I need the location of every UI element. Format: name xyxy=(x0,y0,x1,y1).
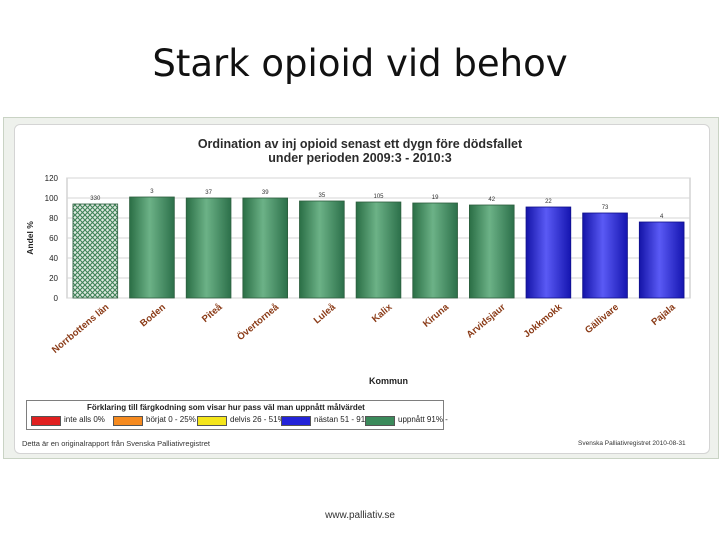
bar xyxy=(469,204,515,299)
bar-chart: 0 20 40 60 80 100 120 Andel % Kommun 330 Norrbotte… xyxy=(25,174,691,386)
bar-count-label: 330 xyxy=(90,196,101,202)
y-axis-label: Andel % xyxy=(25,221,35,255)
legend-label: nästan 51 - 91% xyxy=(314,415,373,424)
report-date-note: Svenska Palliativregistret 2010-08-31 xyxy=(578,440,686,447)
legend-title: Förklaring till färgkodning som visar hu… xyxy=(87,403,365,412)
bar-count-label: 42 xyxy=(488,197,495,203)
y-tick-label: 60 xyxy=(49,234,58,243)
x-tick-label: Jokkmokk xyxy=(522,301,565,340)
x-tick-label: Gällivare xyxy=(583,302,621,336)
bar xyxy=(185,197,232,299)
bar xyxy=(299,200,345,299)
bar xyxy=(412,202,458,299)
legend-swatch-yellow xyxy=(197,416,227,426)
x-tick-label: Pajala xyxy=(649,301,678,328)
legend-swatch-orange xyxy=(113,416,143,426)
bar xyxy=(242,197,288,299)
bar-count-label: 39 xyxy=(262,190,269,196)
bar xyxy=(129,196,175,299)
bar-count-label: 37 xyxy=(205,190,212,196)
legend-swatch-blue xyxy=(281,416,311,426)
bar-count-label: 4 xyxy=(660,214,664,220)
legend-swatch-red xyxy=(31,416,61,426)
x-axis-label: Kommun xyxy=(369,376,408,386)
x-tick-label: Kiruna xyxy=(421,301,452,329)
bar xyxy=(525,206,572,299)
x-tick-label: Arvidsjaur xyxy=(465,302,508,341)
y-tick-label: 40 xyxy=(49,254,58,263)
legend-swatch-green xyxy=(365,416,395,426)
legend-label: delvis 26 - 51% xyxy=(230,415,285,424)
x-tick-label: Norrbottens län xyxy=(50,302,111,356)
y-tick-label: 20 xyxy=(49,274,58,283)
y-tick-label: 120 xyxy=(45,174,59,183)
x-tick-label: Boden xyxy=(138,302,168,330)
bar-count-label: 35 xyxy=(319,193,326,199)
y-tick-label: 100 xyxy=(45,194,59,203)
slide-title: Stark opioid vid behov xyxy=(152,42,568,85)
legend-items: inte alls 0% börjat 0 - 25% delvis 26 - … xyxy=(31,415,448,427)
legend-label: börjat 0 - 25% xyxy=(146,415,196,424)
bar-count-label: 22 xyxy=(545,199,552,205)
bar xyxy=(582,212,628,299)
legend-label: inte alls 0% xyxy=(64,415,105,424)
x-tick-label: Luleå xyxy=(312,301,339,326)
legend-label: uppnått 91% - xyxy=(398,415,448,424)
y-tick-label: 0 xyxy=(54,294,59,303)
chart-title: Ordination av inj opioid senast ett dygn… xyxy=(0,137,720,165)
x-tick-label: Övertorneå xyxy=(235,301,281,342)
bar-count-label: 105 xyxy=(373,194,384,200)
bar xyxy=(638,221,685,299)
bar-count-label: 19 xyxy=(432,195,439,201)
bar-count-label: 73 xyxy=(602,205,609,211)
bar xyxy=(72,203,119,299)
report-source-note: Detta är en originalrapport från Svenska… xyxy=(22,439,211,448)
y-tick-label: 80 xyxy=(49,214,58,223)
bar-count-label: 3 xyxy=(150,189,154,195)
chart-title-line-1: Ordination av inj opioid senast ett dygn… xyxy=(197,137,523,151)
chart-title-line-2: under perioden 2009:3 - 2010:3 xyxy=(268,151,452,165)
legend: Förklaring till färgkodning som visar hu… xyxy=(26,400,448,430)
x-tick-label: Piteå xyxy=(200,301,225,324)
x-tick-label: Kalix xyxy=(370,301,395,324)
footer-url: www.palliativ.se xyxy=(325,510,395,521)
bar xyxy=(355,201,402,299)
